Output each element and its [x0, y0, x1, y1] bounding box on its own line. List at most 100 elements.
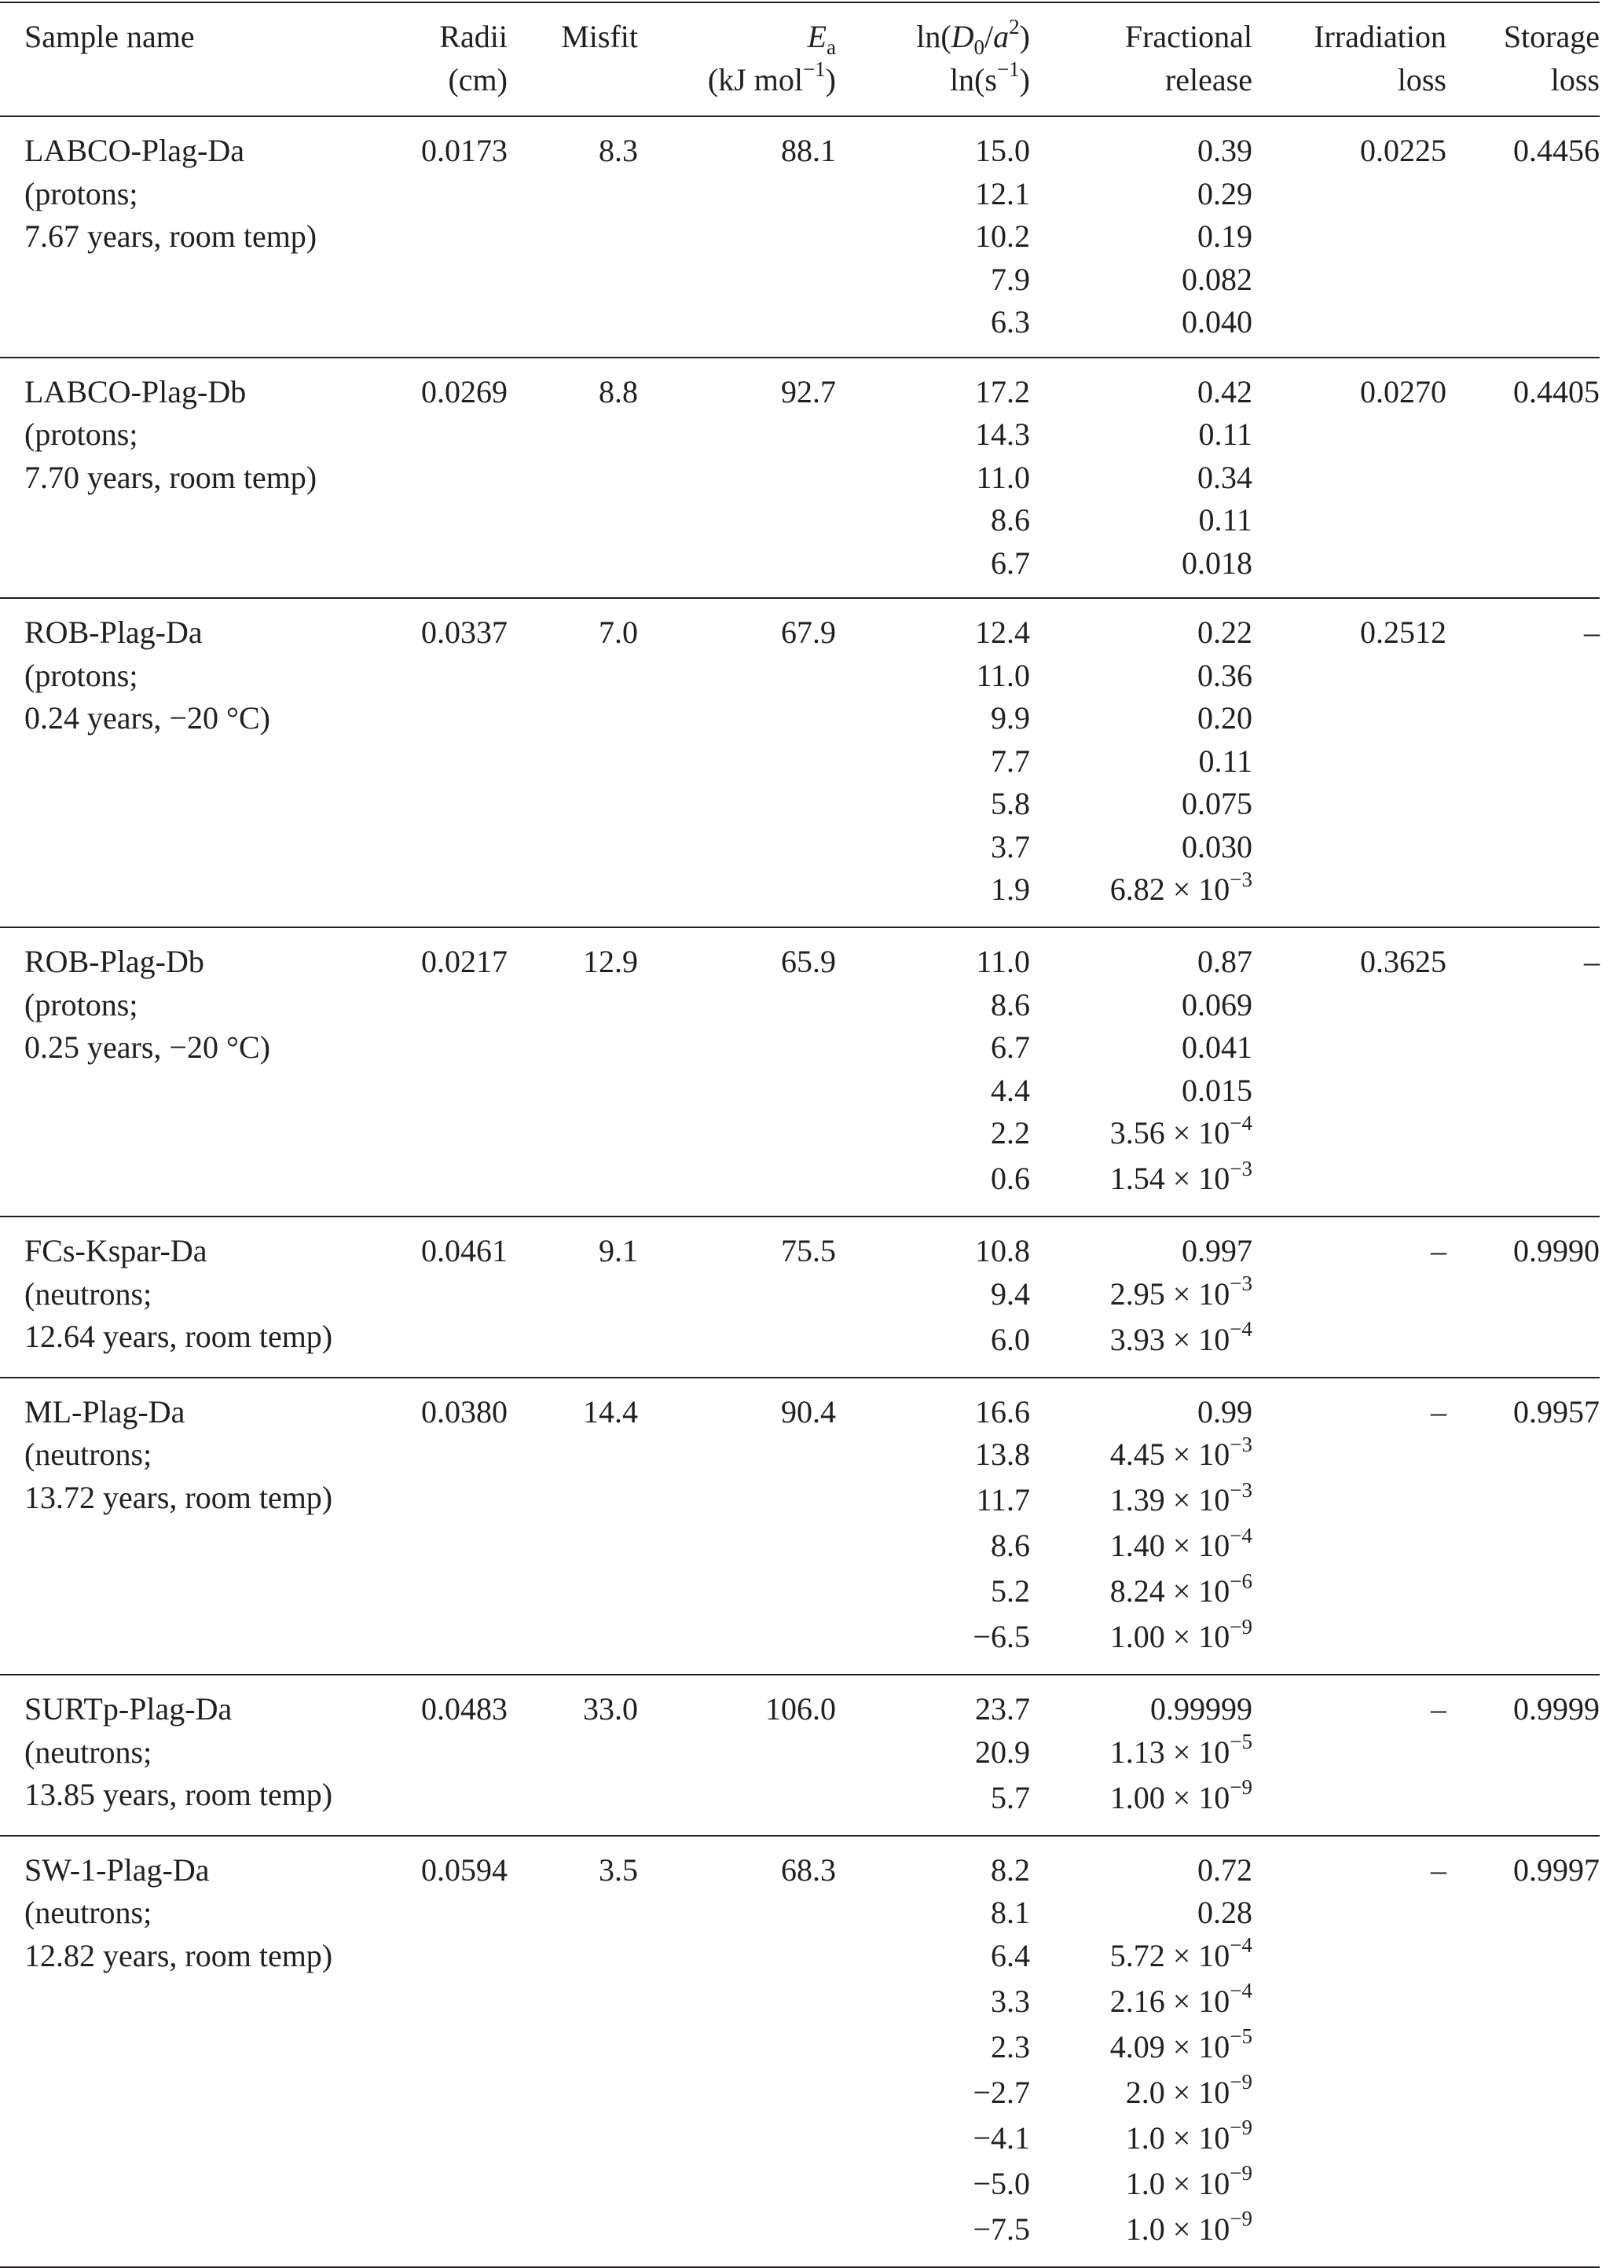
sample-name-cell: ML-Plag-Da (neutrons; 13.72 years, room te… — [0, 1378, 409, 1675]
cell-line: 1.00 × 10−9 — [1109, 1775, 1252, 1815]
cell-line: 11.0 — [976, 944, 1030, 979]
cell-line: 0.20 — [1197, 700, 1252, 736]
irradiation-loss-cell: – — [1252, 1836, 1446, 2267]
irradiation-loss-cell: 0.0270 — [1252, 358, 1446, 599]
cell-line: 0.11 — [1198, 417, 1252, 452]
cell-line: 0.0594 — [421, 1851, 508, 1888]
cell-line: 17.2 — [975, 373, 1030, 409]
cell-line: 1.9 — [991, 872, 1030, 907]
cell-line: 4.09 × 10−5 — [1109, 2024, 1252, 2064]
cell-line: 2.0 × 10−9 — [1125, 2070, 1252, 2110]
ea-cell: 65.9 — [638, 927, 836, 1217]
cell-line: 0.069 — [1182, 986, 1252, 1022]
cell-line: 3.7 — [991, 828, 1030, 864]
cell-line: 6.3 — [991, 304, 1030, 339]
cell-line: SURTp-Plag-Da — [24, 1691, 233, 1727]
table-row: LABCO-Plag-Db (protons; 7.70 years, room t… — [0, 358, 1600, 599]
cell-line: 0.2512 — [1360, 615, 1446, 650]
cell-line: 4.4 — [991, 1072, 1030, 1108]
storage-loss-cell: 0.4405 — [1446, 358, 1600, 599]
fractional-release-cell: 0.72 0.28 5.72 × 10−4 2.16 × 10−4 4.09 × 10−… — [1030, 1836, 1252, 2267]
cell-line: 0.041 — [1182, 1029, 1252, 1065]
ea-cell: 67.9 — [638, 598, 836, 927]
cell-line: 65.9 — [781, 944, 836, 979]
cell-line: 7.0 — [599, 615, 638, 650]
ea-cell: 92.7 — [638, 358, 836, 599]
storage-loss-cell: – — [1446, 927, 1600, 1217]
cell-line: 20.9 — [975, 1734, 1030, 1770]
cell-line: 12.9 — [583, 944, 638, 979]
ln-d0-a2-cell: 17.2 14.3 11.0 8.6 6.7 — [836, 358, 1030, 599]
cell-line: 5.72 × 10−4 — [1109, 1933, 1252, 1973]
cell-line: 0.99999 — [1150, 1691, 1252, 1727]
ln-d0-a2-cell: 16.6 13.8 11.7 8.6 5.2 −6.5 — [836, 1378, 1030, 1675]
cell-line: – — [1431, 1393, 1446, 1429]
header-sample-name: Sample name — [24, 19, 195, 54]
cell-line: SW-1-Plag-Da — [24, 1851, 210, 1888]
cell-line: 6.4 — [991, 1937, 1030, 1973]
cell-line: 0.040 — [1182, 304, 1252, 339]
cell-line: 2.95 × 10−3 — [1109, 1272, 1252, 1312]
cell-line: 0.22 — [1197, 615, 1252, 650]
cell-line: −6.5 — [973, 1619, 1030, 1654]
cell-line: 2.16 × 10−4 — [1109, 1979, 1252, 2019]
cell-line: LABCO-Plag-Db — [24, 373, 247, 409]
storage-loss-cell: 0.4456 — [1446, 116, 1600, 358]
cell-line: 15.0 — [975, 133, 1030, 168]
cell-line: 8.8 — [599, 373, 638, 409]
cell-line: ROB-Plag-Da — [24, 615, 203, 650]
radii-cell: 0.0380 — [409, 1378, 508, 1675]
misfit-cell: 8.3 — [508, 116, 638, 358]
sample-name-cell: SURTp-Plag-Da (neutrons; 13.85 years, room… — [0, 1675, 409, 1836]
ea-cell: 68.3 — [638, 1836, 836, 2267]
table-row: FCs-Kspar-Da (neutrons; 12.64 years, room … — [0, 1217, 1600, 1378]
cell-line: LABCO-Plag-Da — [24, 133, 244, 168]
cell-line: 92.7 — [781, 373, 836, 409]
header-ln-d0-a2: ln(D0/a2) ln(s−1) — [916, 14, 1030, 97]
irradiation-loss-cell: – — [1252, 1675, 1446, 1836]
cell-line: 88.1 — [781, 133, 836, 168]
table-row: LABCO-Plag-Da (protons; 7.67 years, room t… — [0, 116, 1600, 358]
sample-name-cell: LABCO-Plag-Db (protons; 7.70 years, room t… — [0, 358, 409, 599]
cell-line: −2.7 — [973, 2074, 1030, 2110]
cell-line: 12.4 — [975, 615, 1030, 650]
cell-line: (protons; — [24, 175, 138, 211]
cell-line: 0.997 — [1182, 1233, 1252, 1268]
cell-line: 0.4405 — [1513, 373, 1600, 409]
cell-line: 10.2 — [975, 218, 1030, 254]
cell-line: −7.5 — [973, 2211, 1030, 2247]
cell-line: 0.018 — [1182, 545, 1252, 581]
cell-line: 0.015 — [1182, 1072, 1252, 1108]
header-irradiation-loss: Irradiation loss — [1314, 19, 1446, 97]
cell-line: – — [1431, 1851, 1446, 1888]
cell-line: 4.45 × 10−3 — [1109, 1432, 1252, 1472]
storage-loss-cell: 0.9957 — [1446, 1378, 1600, 1675]
misfit-cell: 33.0 — [508, 1675, 638, 1836]
cell-line: 10.8 — [975, 1233, 1030, 1268]
table-body: LABCO-Plag-Da (protons; 7.67 years, room t… — [0, 116, 1600, 2267]
cell-line: −4.1 — [973, 2119, 1030, 2156]
cell-line: 5.2 — [991, 1573, 1030, 1609]
radii-cell: 0.0337 — [409, 598, 508, 927]
cell-line: 0.0461 — [421, 1233, 508, 1268]
cell-line: 0.0483 — [421, 1691, 508, 1727]
fractional-release-cell: 0.39 0.29 0.19 0.082 0.040 — [1030, 116, 1252, 358]
table-row: ROB-Plag-Db (protons; 0.25 years, −20 °C) 0… — [0, 927, 1600, 1217]
fractional-release-cell: 0.87 0.069 0.041 0.015 3.56 × 10−4 1.54 × 10−… — [1030, 927, 1252, 1217]
cell-line: 0.9957 — [1513, 1393, 1600, 1429]
cell-line: 3.3 — [991, 1983, 1030, 2019]
cell-line: 5.7 — [991, 1779, 1030, 1815]
cell-line: 8.6 — [991, 986, 1030, 1022]
cell-line: 0.11 — [1198, 502, 1252, 538]
cell-line: 68.3 — [781, 1851, 836, 1888]
cell-line: 0.4456 — [1513, 133, 1600, 168]
cell-line: 11.0 — [976, 657, 1030, 693]
cell-line: 5.8 — [991, 786, 1030, 821]
cell-line: 33.0 — [583, 1691, 638, 1727]
sample-name-cell: FCs-Kspar-Da (neutrons; 12.64 years, room … — [0, 1217, 409, 1378]
cell-line: 0.29 — [1197, 175, 1252, 211]
misfit-cell: 9.1 — [508, 1217, 638, 1378]
cell-line: – — [1431, 1233, 1446, 1268]
cell-line: 0.34 — [1197, 459, 1252, 495]
cell-line: 0.9990 — [1513, 1233, 1600, 1268]
